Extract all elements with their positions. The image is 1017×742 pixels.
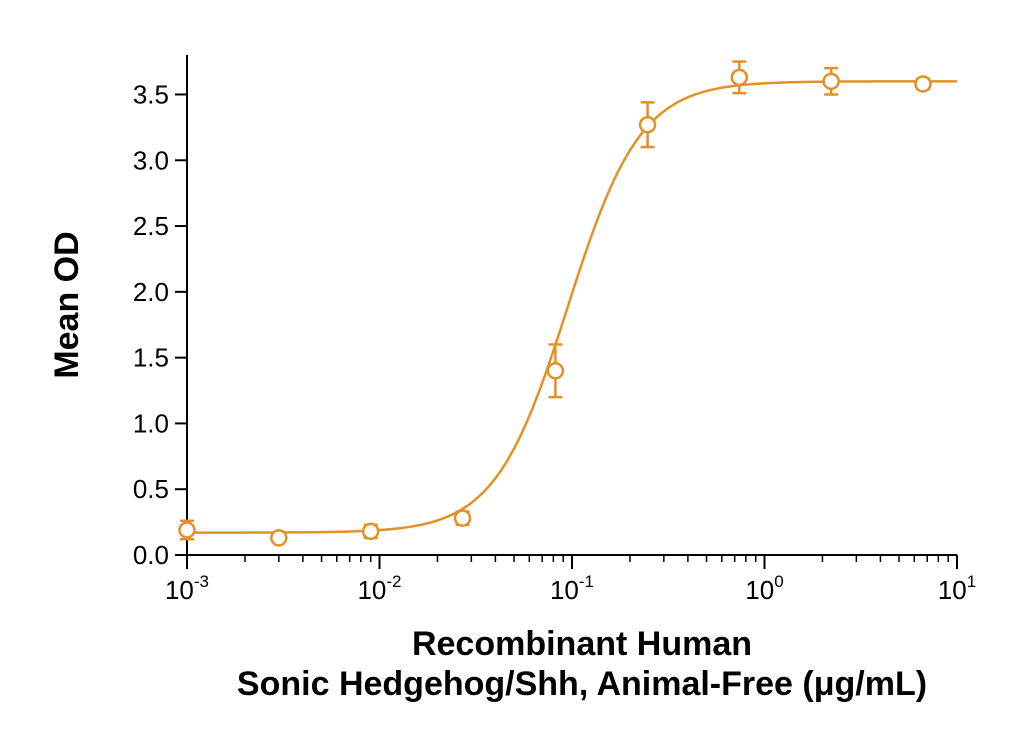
svg-text:1.0: 1.0 [133,408,169,438]
dose-response-chart: 0.0 0.5 1.0 1.5 2.0 2.5 3.0 3.5 10-3 10-2 10-1 100 1… [0,0,1017,742]
svg-text:3.0: 3.0 [133,145,169,175]
svg-text:0.0: 0.0 [133,540,169,570]
svg-text:101: 101 [938,572,976,605]
svg-text:0.5: 0.5 [133,474,169,504]
svg-text:Recombinant Human: Recombinant Human [412,625,752,663]
svg-text:Mean OD: Mean OD [48,231,86,378]
svg-text:100: 100 [745,572,783,605]
svg-text:10-3: 10-3 [165,572,209,605]
svg-text:Sonic Hedgehog/Shh, Animal-Fre: Sonic Hedgehog/Shh, Animal-Free (μg/mL) [237,665,927,703]
svg-text:10-1: 10-1 [550,572,594,605]
svg-text:2.0: 2.0 [133,277,169,307]
svg-text:10-2: 10-2 [357,572,401,605]
chart-container: 0.0 0.5 1.0 1.5 2.0 2.5 3.0 3.5 10-3 10-2 10-1 100 1… [0,0,1017,742]
svg-text:1.5: 1.5 [133,343,169,373]
svg-text:2.5: 2.5 [133,211,169,241]
svg-text:3.5: 3.5 [133,79,169,109]
